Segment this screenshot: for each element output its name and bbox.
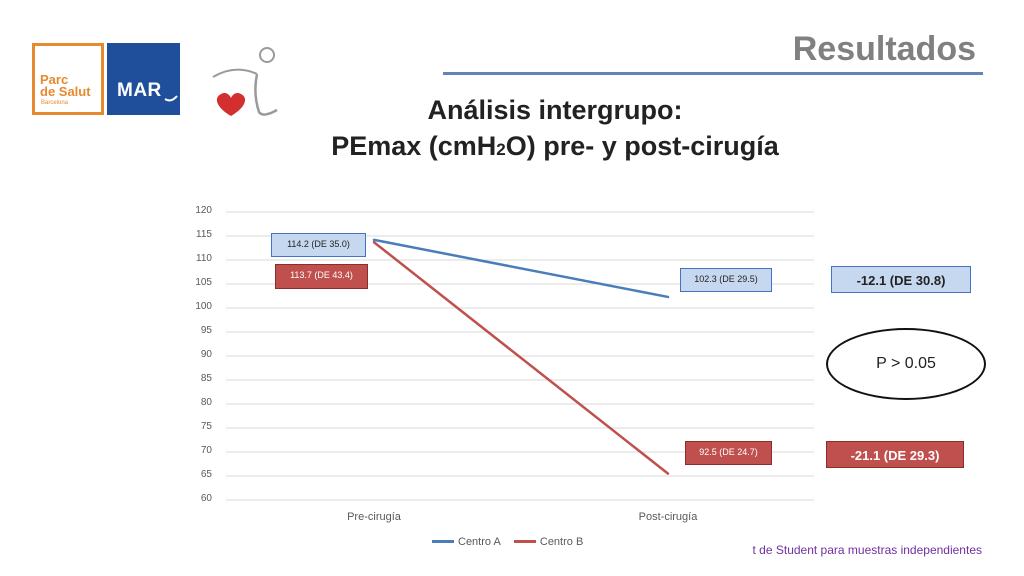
y-tick-label: 95 xyxy=(200,325,212,336)
x-tick-label: Post-cirugía xyxy=(638,511,698,523)
y-tick-label: 75 xyxy=(200,421,212,432)
mar-logo: MAR xyxy=(107,43,180,115)
footnote: t de Student para muestras independiente… xyxy=(752,543,983,557)
x-tick-label: Pre-cirugía xyxy=(347,511,401,523)
centro-a-difference-box: -12.1 (DE 30.8) xyxy=(831,266,971,293)
legend-item-centro-a: Centro A xyxy=(432,536,501,548)
logo-parc-text: Parc de Salut xyxy=(40,72,91,99)
data-label-centro-a: 102.3 (DE 29.5) xyxy=(680,268,772,292)
chart-title-line-2: PEmax (cmH2O) pre- y post-cirugía xyxy=(250,128,860,168)
y-tick-label: 60 xyxy=(200,493,212,504)
legend-label-centro-a: Centro A xyxy=(458,535,501,548)
logo-parc-line-3: Barcelona xyxy=(41,100,69,106)
legend-swatch-centro-b xyxy=(513,540,536,543)
p-value-ellipse: P > 0.05 xyxy=(826,328,986,400)
logo-mar-wave-icon xyxy=(164,95,178,102)
legend-item-centro-b: Centro B xyxy=(513,535,584,548)
logo-parc-line-1: Parc xyxy=(40,72,69,87)
chart-title-line-2-post: O) pre- y post-cirugía xyxy=(505,131,779,161)
y-tick-label: 80 xyxy=(200,397,212,408)
parc-de-salut-logo: Parc de Salut Barcelona xyxy=(32,43,104,115)
y-tick-label: 70 xyxy=(200,445,212,456)
data-label-centro-a: 114.2 (DE 35.0) xyxy=(271,233,366,257)
logo-parc-line-2: de Salut xyxy=(40,84,91,99)
chart-title-subscript: 2 xyxy=(496,140,506,159)
data-label-centro-b: 113.7 (DE 43.4) xyxy=(275,264,368,289)
chart-title-line-2-pre: PEmax (cmH xyxy=(331,131,497,161)
data-label-centro-b: 92.5 (DE 24.7) xyxy=(685,441,772,465)
chart-legend: Centro A Centro B xyxy=(432,534,593,548)
y-tick-label: 85 xyxy=(200,373,212,384)
y-tick-label: 90 xyxy=(200,349,212,360)
series-line-centro-a xyxy=(372,238,670,299)
legend-label-centro-b: Centro B xyxy=(539,535,584,548)
y-tick-label: 100 xyxy=(195,301,212,312)
y-tick-label: 115 xyxy=(196,229,212,240)
legend-swatch-centro-a xyxy=(432,540,454,543)
y-tick-label: 110 xyxy=(196,253,212,264)
chart-title-line-1: Análisis intergrupo: xyxy=(427,95,683,125)
y-tick-label: 65 xyxy=(200,469,212,480)
centro-b-difference-box: -21.1 (DE 29.3) xyxy=(826,441,964,468)
heart-person-logo-icon xyxy=(212,47,278,116)
chart-title: Análisis intergrupo: PEmax (cmH2O) pre- … xyxy=(250,92,860,168)
y-tick-label: 120 xyxy=(195,205,212,216)
title-divider xyxy=(443,72,983,75)
y-tick-label: 105 xyxy=(195,277,212,288)
section-title: Resultados xyxy=(792,30,976,68)
logo-mar-text: MAR xyxy=(117,80,162,101)
series-line-centro-b xyxy=(372,240,670,475)
